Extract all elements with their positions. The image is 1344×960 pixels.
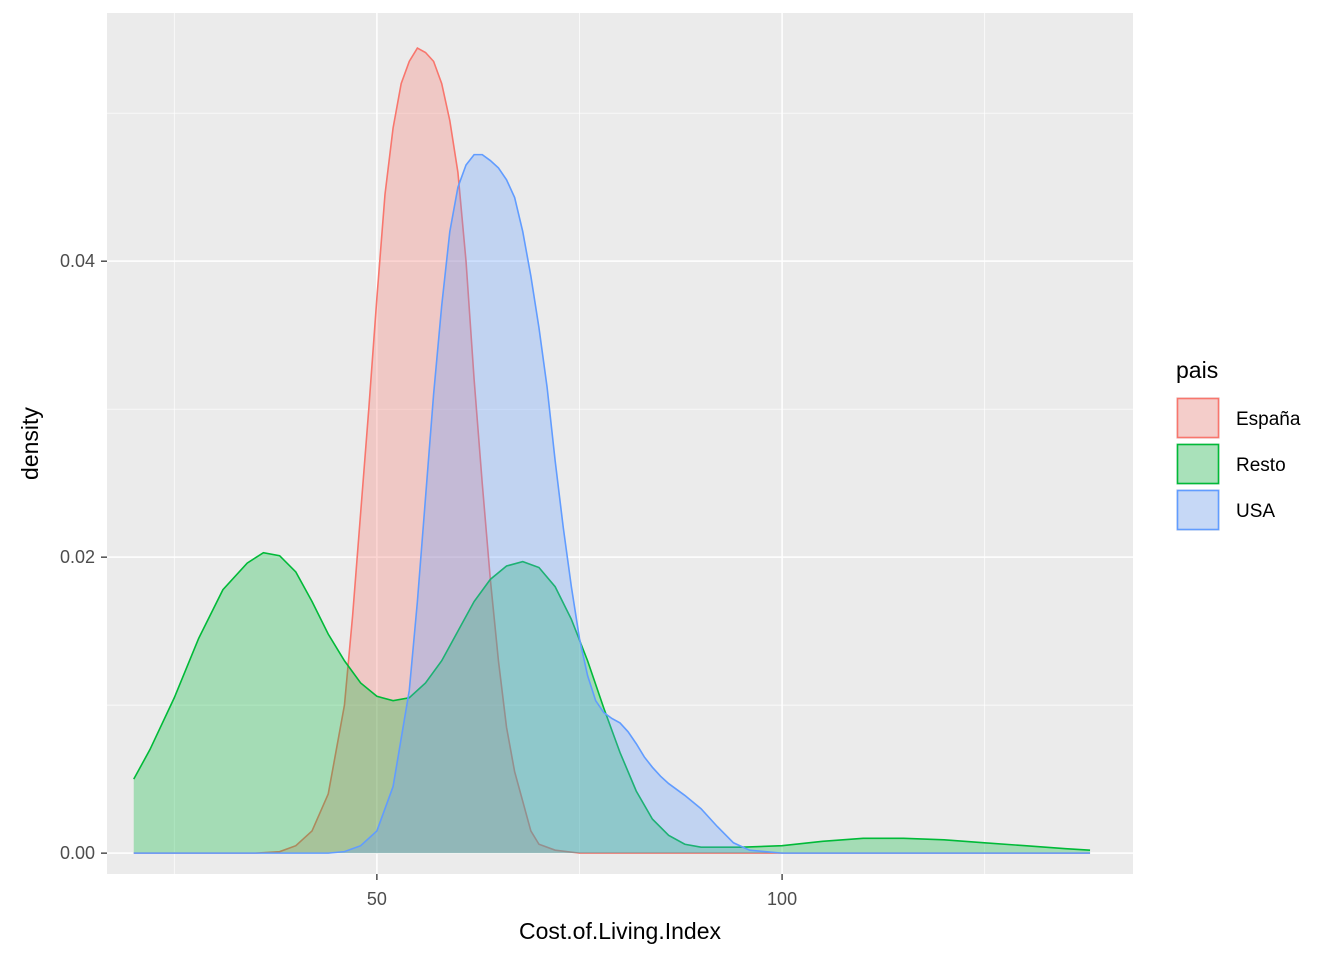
series-resto bbox=[133, 551, 1091, 854]
legend-swatch bbox=[1176, 489, 1220, 531]
y-tick-label: 0.00 bbox=[60, 843, 95, 863]
legend: pais España Resto USA bbox=[1176, 357, 1301, 531]
legend-item: España bbox=[1176, 397, 1301, 439]
legend-label: Resto bbox=[1236, 455, 1286, 476]
legend-label: España bbox=[1236, 409, 1301, 430]
y-axis-title: density bbox=[17, 407, 43, 480]
y-tick-label: 0.04 bbox=[60, 251, 95, 271]
x-axis-title: Cost.of.Living.Index bbox=[519, 918, 722, 944]
density-line bbox=[133, 153, 1091, 854]
legend-label: USA bbox=[1236, 501, 1275, 522]
series-usa bbox=[133, 153, 1091, 854]
x-axis: 50 100 bbox=[367, 874, 797, 909]
legend-item: USA bbox=[1176, 489, 1275, 531]
density-line bbox=[133, 551, 1091, 851]
density-area bbox=[133, 552, 1091, 854]
legend-item: Resto bbox=[1176, 443, 1286, 485]
y-tick-label: 0.02 bbox=[60, 547, 95, 567]
series-espa-a bbox=[133, 47, 1091, 854]
legend-key-background bbox=[1176, 443, 1220, 485]
x-tick-label: 100 bbox=[767, 889, 797, 909]
legend-key-background bbox=[1176, 489, 1220, 531]
legend-swatch bbox=[1176, 397, 1220, 439]
x-tick-label: 50 bbox=[367, 889, 387, 909]
y-axis: 0.00 0.02 0.04 bbox=[60, 251, 107, 863]
density-series bbox=[133, 47, 1091, 854]
legend-title: pais bbox=[1176, 357, 1218, 383]
panel-background bbox=[107, 13, 1133, 874]
density-area bbox=[133, 48, 1091, 854]
minor-gridlines bbox=[107, 13, 1133, 874]
density-line bbox=[133, 47, 1091, 854]
legend-swatch bbox=[1176, 443, 1220, 485]
legend-key-background bbox=[1176, 397, 1220, 439]
